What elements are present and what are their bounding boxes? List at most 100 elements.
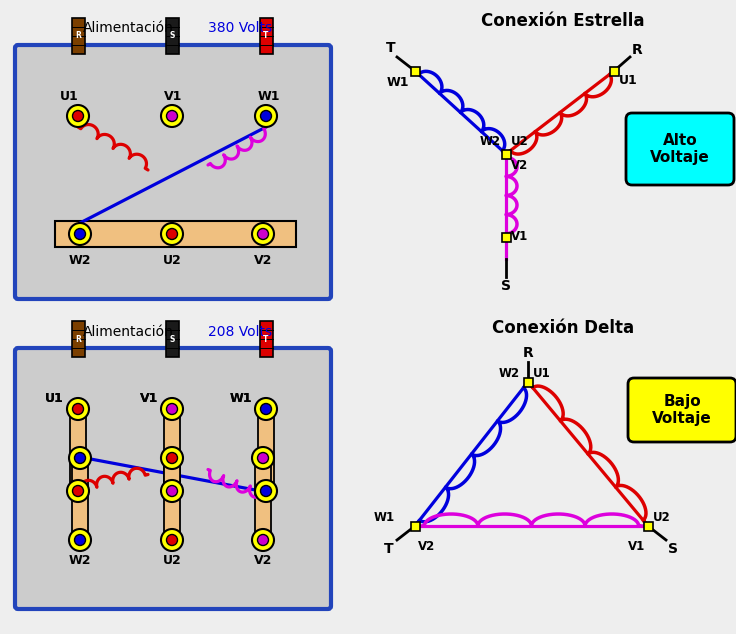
Bar bbox=[164, 458, 180, 540]
Text: W1: W1 bbox=[386, 76, 409, 89]
FancyBboxPatch shape bbox=[15, 348, 331, 609]
Circle shape bbox=[255, 480, 277, 502]
Text: U2: U2 bbox=[163, 254, 181, 267]
Text: U1: U1 bbox=[45, 392, 64, 405]
Circle shape bbox=[73, 486, 83, 496]
Circle shape bbox=[255, 398, 277, 420]
Text: Alimentación: Alimentación bbox=[82, 21, 174, 35]
Circle shape bbox=[73, 403, 83, 415]
Circle shape bbox=[252, 447, 274, 469]
Text: V2: V2 bbox=[418, 540, 435, 553]
Circle shape bbox=[261, 486, 272, 496]
Text: U1: U1 bbox=[60, 90, 79, 103]
Text: Alimentación: Alimentación bbox=[82, 325, 174, 339]
Text: V2: V2 bbox=[254, 254, 272, 267]
Circle shape bbox=[74, 228, 85, 240]
Text: T: T bbox=[386, 41, 395, 55]
Circle shape bbox=[161, 398, 183, 420]
Bar bbox=[260, 18, 272, 54]
Bar bbox=[609, 67, 618, 75]
Circle shape bbox=[69, 223, 91, 245]
Text: T: T bbox=[263, 32, 269, 41]
Circle shape bbox=[166, 228, 177, 240]
Bar bbox=[411, 67, 420, 75]
Text: T: T bbox=[263, 335, 269, 344]
Text: Alto
Voltaje: Alto Voltaje bbox=[650, 133, 710, 165]
FancyBboxPatch shape bbox=[15, 45, 331, 299]
Text: R: R bbox=[523, 346, 534, 360]
Circle shape bbox=[67, 398, 89, 420]
Circle shape bbox=[258, 453, 269, 463]
Bar bbox=[71, 18, 85, 54]
Circle shape bbox=[74, 453, 85, 463]
Circle shape bbox=[252, 223, 274, 245]
Bar bbox=[166, 18, 179, 54]
Text: S: S bbox=[169, 335, 174, 344]
Text: 208 Volts: 208 Volts bbox=[208, 325, 272, 339]
Text: W1: W1 bbox=[230, 392, 252, 405]
Bar bbox=[258, 409, 274, 491]
Text: V1: V1 bbox=[628, 540, 645, 553]
Text: R: R bbox=[75, 32, 81, 41]
Text: U1: U1 bbox=[45, 392, 64, 405]
Circle shape bbox=[258, 228, 269, 240]
Text: U1: U1 bbox=[619, 74, 638, 87]
Text: W1: W1 bbox=[374, 511, 395, 524]
Circle shape bbox=[73, 110, 83, 122]
Text: R: R bbox=[75, 335, 81, 344]
Text: S: S bbox=[668, 542, 678, 556]
Circle shape bbox=[161, 447, 183, 469]
Circle shape bbox=[258, 534, 269, 545]
Circle shape bbox=[166, 110, 177, 122]
Text: Bajo
Voltaje: Bajo Voltaje bbox=[652, 394, 712, 426]
Text: V1: V1 bbox=[511, 231, 528, 243]
Circle shape bbox=[166, 486, 177, 496]
Text: S: S bbox=[501, 279, 511, 293]
Text: Conexión Delta: Conexión Delta bbox=[492, 319, 634, 337]
Circle shape bbox=[67, 105, 89, 127]
Bar bbox=[255, 458, 271, 540]
FancyBboxPatch shape bbox=[628, 378, 736, 442]
Text: U1: U1 bbox=[533, 367, 551, 380]
Text: U2: U2 bbox=[653, 511, 670, 524]
Text: W2: W2 bbox=[480, 135, 501, 148]
Bar bbox=[70, 409, 86, 491]
Bar bbox=[501, 233, 511, 242]
Circle shape bbox=[161, 529, 183, 551]
Bar bbox=[166, 321, 179, 357]
Circle shape bbox=[255, 105, 277, 127]
Text: W2: W2 bbox=[68, 554, 91, 567]
Circle shape bbox=[261, 110, 272, 122]
Text: W2: W2 bbox=[499, 367, 520, 380]
Circle shape bbox=[166, 534, 177, 545]
Bar bbox=[501, 150, 511, 158]
Circle shape bbox=[69, 529, 91, 551]
Circle shape bbox=[252, 529, 274, 551]
Text: V1: V1 bbox=[140, 392, 158, 405]
Text: V1: V1 bbox=[164, 90, 183, 103]
Text: V2: V2 bbox=[254, 554, 272, 567]
Text: S: S bbox=[169, 32, 174, 41]
Text: W1: W1 bbox=[230, 392, 252, 405]
Circle shape bbox=[261, 403, 272, 415]
Text: V1: V1 bbox=[140, 392, 158, 405]
Bar bbox=[643, 522, 653, 531]
Bar bbox=[164, 409, 180, 491]
Bar bbox=[71, 321, 85, 357]
Bar bbox=[411, 522, 420, 531]
Circle shape bbox=[161, 105, 183, 127]
Circle shape bbox=[69, 447, 91, 469]
Text: T: T bbox=[383, 542, 393, 556]
Circle shape bbox=[166, 403, 177, 415]
Text: U2: U2 bbox=[511, 135, 528, 148]
Text: W2: W2 bbox=[68, 254, 91, 267]
Circle shape bbox=[166, 453, 177, 463]
Circle shape bbox=[161, 223, 183, 245]
Text: R: R bbox=[632, 43, 643, 57]
Circle shape bbox=[161, 480, 183, 502]
Bar bbox=[55, 221, 296, 247]
Bar bbox=[523, 377, 533, 387]
Text: V2: V2 bbox=[511, 159, 528, 172]
Circle shape bbox=[67, 480, 89, 502]
FancyBboxPatch shape bbox=[626, 113, 734, 185]
